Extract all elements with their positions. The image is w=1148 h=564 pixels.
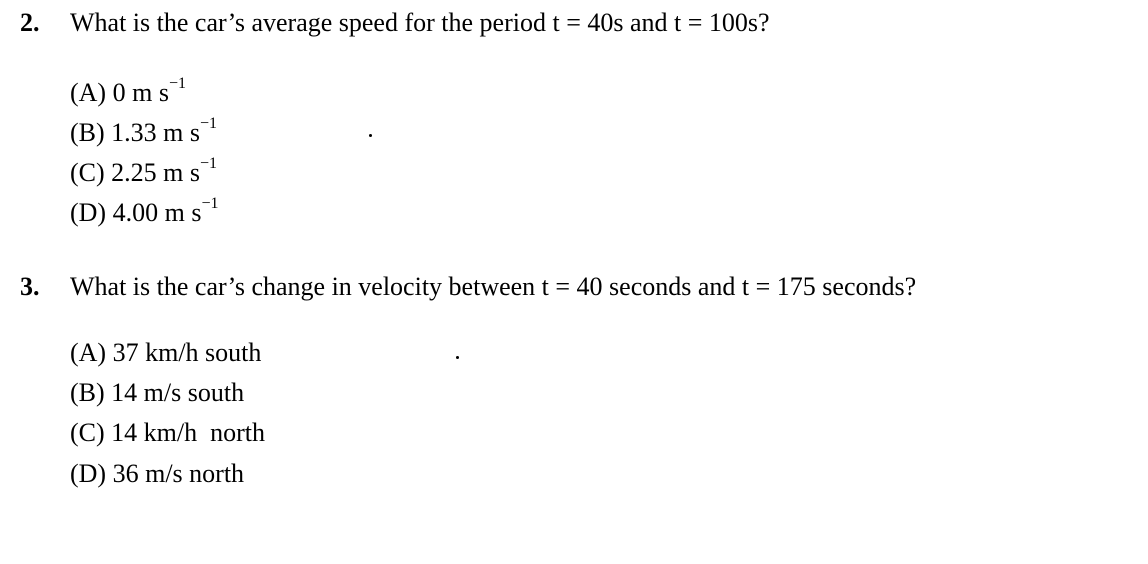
- option-b: (B) 14 m/s south: [70, 378, 244, 408]
- option-exponent: −1: [201, 195, 219, 213]
- option-value: 37 km/h south: [112, 338, 262, 367]
- question-number: 3.: [20, 272, 40, 301]
- option-label: (B): [70, 378, 105, 407]
- option-value: 14 km/h north: [111, 418, 266, 447]
- option-c: (C) 2.25 m s−1: [70, 155, 218, 188]
- stray-dot: [456, 356, 459, 359]
- option-d: (D) 36 m/s north: [70, 459, 244, 489]
- option-value: 4.00 m s: [112, 198, 202, 227]
- option-a: (A) 0 m s−1: [70, 75, 186, 108]
- question-number: 2.: [20, 8, 40, 37]
- option-exponent: −1: [200, 155, 218, 173]
- option-value: 14 m/s south: [111, 378, 245, 407]
- option-label: (A): [70, 338, 107, 367]
- stray-dot: [369, 134, 372, 137]
- option-label: (D): [70, 198, 107, 227]
- option-value: 0 m s: [112, 78, 169, 107]
- option-label: (D): [70, 459, 107, 488]
- option-d: (D) 4.00 m s−1: [70, 195, 219, 228]
- option-label: (C): [70, 158, 105, 187]
- option-label: (C): [70, 418, 105, 447]
- option-label: (B): [70, 118, 105, 147]
- option-b: (B) 1.33 m s−1: [70, 115, 218, 148]
- option-value: 2.25 m s: [111, 158, 201, 187]
- question-text: What is the car’s average speed for the …: [70, 8, 770, 37]
- option-label: (A): [70, 78, 107, 107]
- option-exponent: −1: [168, 75, 186, 93]
- option-c: (C) 14 km/h north: [70, 418, 265, 448]
- question-text: What is the car’s change in velocity bet…: [70, 272, 917, 301]
- option-a: (A) 37 km/h south: [70, 338, 261, 368]
- option-value: 36 m/s north: [112, 459, 245, 488]
- option-exponent: −1: [200, 115, 218, 133]
- option-value: 1.33 m s: [111, 118, 201, 147]
